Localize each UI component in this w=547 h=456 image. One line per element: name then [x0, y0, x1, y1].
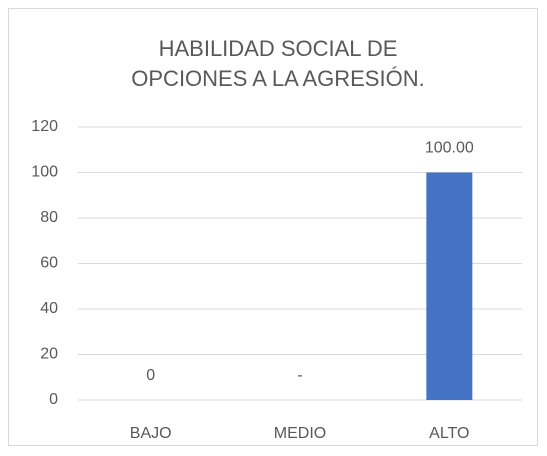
data-label: - [297, 367, 302, 384]
data-label: 0 [146, 367, 155, 384]
chart-frame [8, 8, 538, 446]
y-tick-label: 80 [40, 209, 58, 226]
y-tick-label: 120 [31, 118, 58, 135]
y-tick-label: 0 [49, 391, 58, 408]
x-tick-label: MEDIO [274, 425, 326, 442]
data-label: 100.00 [425, 140, 474, 157]
x-tick-label: BAJO [130, 425, 172, 442]
y-tick-label: 100 [31, 164, 58, 181]
y-tick-label: 60 [40, 255, 58, 272]
x-tick-label: ALTO [429, 425, 469, 442]
chart-title: HABILIDAD SOCIAL DE OPCIONES A LA AGRESI… [131, 36, 425, 91]
y-tick-label: 40 [40, 300, 58, 317]
bar [426, 172, 473, 400]
y-tick-label: 20 [40, 346, 58, 363]
